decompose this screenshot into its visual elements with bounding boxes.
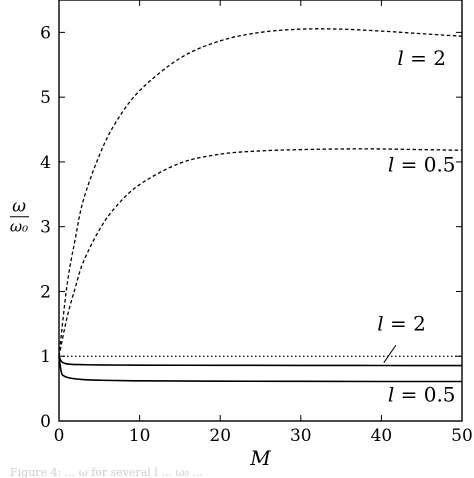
- x-tick-label: 50: [451, 426, 473, 446]
- y-tick-label: 2: [40, 282, 51, 302]
- x-tick-label: 20: [209, 426, 231, 446]
- plot-frame: [58, 0, 463, 422]
- figure-caption: Figure 4: ... ω for several l ... ω₀ ...: [10, 466, 203, 478]
- annotation-label-3: l = 2: [377, 311, 426, 335]
- annotation-label-4: l = 0.5: [388, 383, 456, 407]
- y-tick-label: 4: [40, 153, 51, 173]
- y-tick-label: 3: [40, 218, 51, 238]
- y-axis-label-numerator: ω: [12, 197, 26, 217]
- series-line-1: [58, 28, 463, 357]
- annotation-leader-line: [383, 344, 397, 363]
- x-tick-labels: 0 10 20 30 40 50: [54, 426, 473, 446]
- x-tick-label: 40: [371, 426, 393, 446]
- y-tick-label: 1: [40, 347, 51, 367]
- y-tick-label: 6: [40, 23, 51, 43]
- x-tick-label: 0: [54, 426, 65, 446]
- series-line-4: [58, 355, 463, 367]
- annotation-label-2: l = 0.5: [388, 153, 456, 177]
- y-tick-label: 5: [40, 88, 51, 108]
- y-tick-labels: 0 1 2 3 4 5 6: [40, 23, 51, 432]
- x-axis-label: M: [249, 446, 271, 470]
- y-tick-label: 0: [40, 412, 51, 432]
- x-tick-label: 10: [129, 426, 151, 446]
- series-line-5: [58, 356, 463, 383]
- series-group: [58, 28, 463, 383]
- y-axis-label-denominator: ω₀: [10, 218, 28, 236]
- annotations: l = 2 l = 0.5 l = 2 l = 0.5: [377, 46, 455, 407]
- x-tick-label: 30: [290, 426, 312, 446]
- y-axis-label: ω ω₀: [10, 197, 29, 236]
- annotation-label-1: l = 2: [397, 46, 446, 70]
- series-line-2: [58, 148, 463, 357]
